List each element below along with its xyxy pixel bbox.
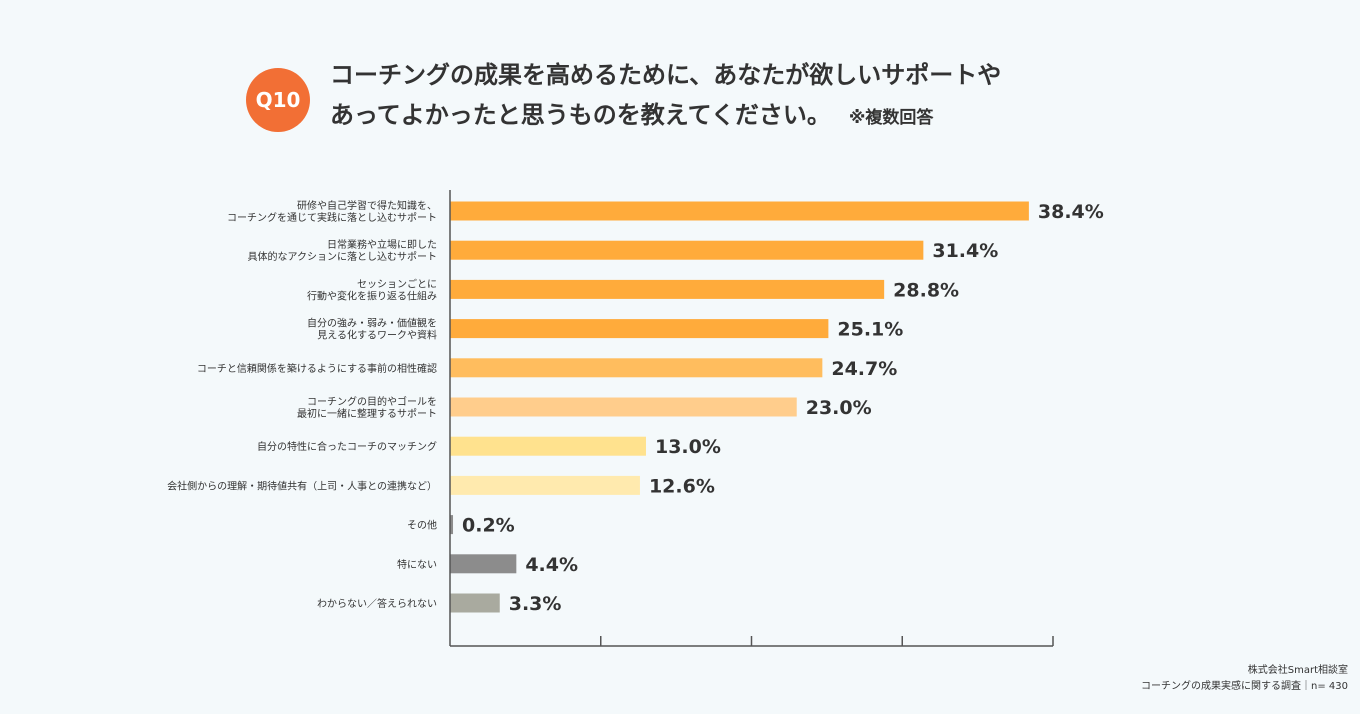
category-label-7: 自分の特性に合ったコーチのマッチング: [257, 440, 437, 453]
category-label-8: 会社側からの理解・期待値共有（上司・人事との連携など）: [167, 479, 437, 492]
category-label-11: わからない／答えられない: [317, 597, 437, 610]
category-label-9: その他: [407, 519, 437, 532]
value-label-5: 24.7%: [831, 358, 897, 380]
category-label-4-line2: 見える化するワークや資料: [317, 329, 437, 342]
bar-2: [450, 240, 924, 260]
multiple-answer-note: ※複数回答: [848, 108, 934, 128]
value-label-4: 25.1%: [837, 319, 903, 341]
bar-3: [450, 279, 885, 299]
question-title-line2: あってよかったと思うものを教えてください。 ※複数回答: [330, 95, 1150, 138]
bar-8: [450, 475, 640, 495]
bar-6: [450, 397, 797, 417]
footer-survey: コーチングの成果実感に関する調査｜n= 430: [1141, 681, 1348, 692]
footer: 株式会社Smart相談室 コーチングの成果実感に関する調査｜n= 430: [1141, 663, 1348, 695]
category-label-4-line1: 自分の強み・弱み・価値観を: [307, 317, 437, 330]
value-label-6: 23.0%: [806, 397, 872, 419]
category-label-10: 特にない: [397, 559, 437, 571]
category-label-1-line2: コーチングを通じて実践に落とし込むサポート: [227, 211, 437, 224]
bar-4: [450, 319, 829, 339]
category-label-3-line2: 行動や変化を振り返る仕組み: [307, 289, 437, 302]
question-title-line2-text: あってよかったと思うものを教えてください。: [330, 101, 831, 129]
question-title: コーチングの成果を高めるために、あなたが欲しいサポートや あってよかったと思うも…: [330, 55, 1150, 138]
bar-9: [450, 515, 454, 535]
value-label-2: 31.4%: [932, 240, 998, 262]
bar-7: [450, 436, 646, 456]
category-label-5: コーチと信頼関係を築けるようにする事前の相性確認: [197, 362, 437, 375]
value-label-9: 0.2%: [462, 515, 515, 537]
bar-5: [450, 358, 823, 378]
bar-11: [450, 593, 500, 613]
bar-1: [450, 201, 1029, 221]
category-label-6-line2: 最初に一緒に整理するサポート: [297, 407, 437, 420]
question-title-line1: コーチングの成果を高めるために、あなたが欲しいサポートや: [330, 61, 1002, 89]
value-label-8: 12.6%: [649, 475, 715, 497]
value-label-1: 38.4%: [1038, 201, 1104, 223]
category-label-3-line1: セッションごとに: [357, 277, 437, 290]
value-label-7: 13.0%: [655, 436, 721, 458]
value-label-10: 4.4%: [525, 554, 578, 576]
value-label-3: 28.8%: [893, 279, 959, 301]
category-label-2-line2: 具体的なアクションに落とし込むサポート: [248, 250, 438, 263]
bar-10: [450, 554, 517, 574]
footer-company: 株式会社Smart相談室: [1247, 665, 1348, 676]
category-label-6-line1: コーチングの目的やゴールを: [307, 395, 437, 408]
category-label-2-line1: 日常業務や立場に即した: [327, 238, 437, 251]
category-label-1-line1: 研修や自己学習で得た知識を、: [297, 199, 437, 212]
question-number-badge: Q10: [246, 68, 310, 132]
value-label-11: 3.3%: [509, 593, 562, 615]
